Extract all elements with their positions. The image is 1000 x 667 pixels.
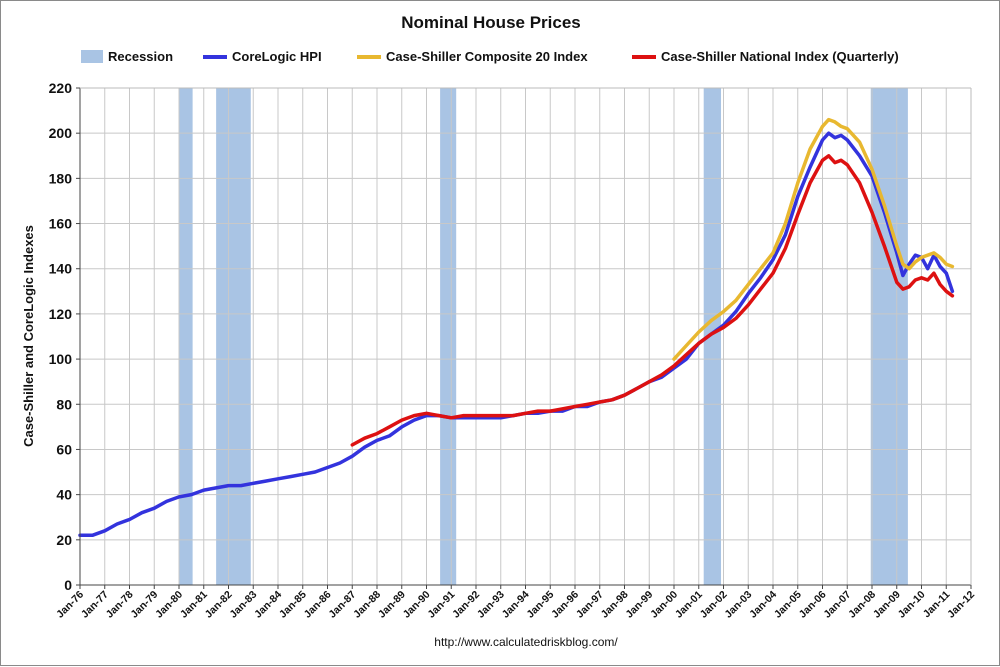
y-tick-label: 60 bbox=[56, 441, 72, 457]
y-tick-label: 140 bbox=[49, 261, 73, 277]
y-tick-label: 80 bbox=[56, 396, 72, 412]
legend-label-recession: Recession bbox=[108, 49, 173, 64]
x-tick-labels: Jan-76Jan-77Jan-78Jan-79Jan-80Jan-81Jan-… bbox=[54, 585, 977, 621]
recession-band bbox=[216, 88, 251, 585]
x-tick-label: Jan-12 bbox=[945, 589, 977, 621]
y-tick-label: 100 bbox=[49, 351, 73, 367]
y-tick-label: 160 bbox=[49, 216, 73, 232]
y-tick-label: 180 bbox=[49, 170, 73, 186]
series-line-corelogic bbox=[78, 131, 955, 538]
recession-band bbox=[440, 88, 457, 585]
y-axis-label: Case-Shiller and CoreLogic Indexes bbox=[21, 225, 36, 447]
x-tick-label: Jan-10 bbox=[896, 589, 928, 621]
y-tick-label: 20 bbox=[56, 532, 72, 548]
recession-band bbox=[179, 88, 193, 585]
recession-bands bbox=[179, 88, 908, 585]
y-tick-labels: 0 20 40 60 80 100 120 140 160 180 200 220 bbox=[49, 80, 80, 593]
y-tick-label: 40 bbox=[56, 487, 72, 503]
legend: Recession CoreLogic HPI Case-Shiller Com… bbox=[81, 49, 899, 64]
legend-swatch-recession bbox=[81, 50, 103, 63]
legend-label-national: Case-Shiller National Index (Quarterly) bbox=[661, 49, 899, 64]
series-line-cs20 bbox=[672, 117, 955, 361]
y-tick-label: 120 bbox=[49, 306, 73, 322]
chart-title: Nominal House Prices bbox=[401, 13, 581, 32]
legend-label-corelogic: CoreLogic HPI bbox=[232, 49, 322, 64]
y-tick-label: 0 bbox=[64, 577, 72, 593]
y-tick-label: 200 bbox=[49, 125, 73, 141]
source-note: http://www.calculatedriskblog.com/ bbox=[434, 635, 618, 649]
y-tick-label: 220 bbox=[49, 80, 73, 96]
recession-band bbox=[703, 88, 722, 585]
recession-band bbox=[870, 88, 908, 585]
series-line-national bbox=[350, 154, 955, 447]
series-lines bbox=[78, 117, 955, 538]
legend-label-cs20: Case-Shiller Composite 20 Index bbox=[386, 49, 588, 64]
